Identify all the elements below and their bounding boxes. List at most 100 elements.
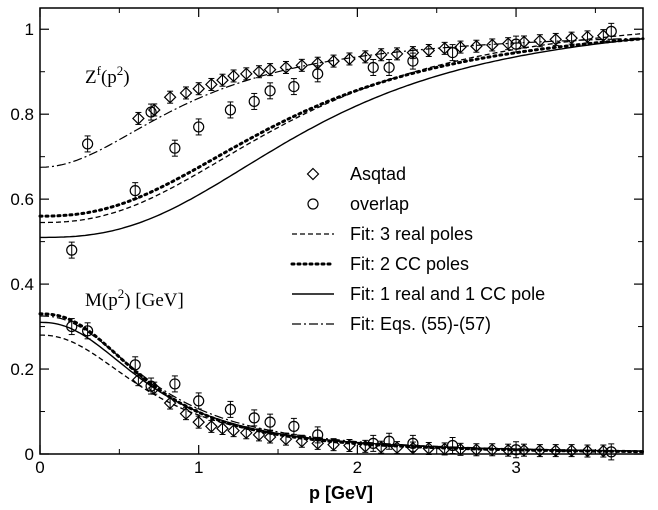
diamond-point — [549, 444, 563, 457]
diamond-point — [581, 30, 594, 44]
circle-point — [129, 185, 141, 197]
circle-point — [169, 142, 181, 154]
y-tick-label: 0 — [25, 445, 34, 464]
circle-point — [248, 95, 260, 108]
circle-point — [605, 446, 617, 458]
circle-point — [407, 437, 419, 449]
diamond-point — [549, 33, 563, 46]
axis-ticks: 0 1 2 3 0 0.2 0.4 0.6 0.8 1 — [10, 8, 643, 477]
diamond-point — [390, 441, 404, 454]
legend-diamond-marker — [306, 167, 320, 181]
circle-point — [510, 444, 522, 456]
fit-curve-dashdot-m — [40, 315, 644, 452]
diamond-point — [517, 35, 531, 49]
annotation-mass: M(p2) [GeV] — [85, 286, 184, 311]
fit-curve-dotted-m — [38, 312, 645, 454]
legend-label: Fit: 2 CC poles — [350, 254, 469, 274]
circle-point — [145, 106, 157, 118]
diamond-point — [533, 444, 547, 457]
diamond-point — [192, 415, 206, 429]
diamond-point — [374, 48, 388, 62]
diamond-point — [192, 82, 206, 96]
diamond-point — [470, 443, 483, 457]
legend-label: Fit: Eqs. (55)-(57) — [350, 314, 491, 334]
diamond-point — [358, 50, 372, 64]
y-tick-label: 0.2 — [10, 360, 34, 379]
diamond-point — [295, 434, 309, 448]
legend-label: Fit: 1 real and 1 CC pole — [350, 284, 545, 304]
fit-curve-dashed-m — [40, 334, 643, 452]
circle-point — [169, 378, 181, 390]
x-tick-label: 1 — [194, 458, 203, 477]
diamond-point — [179, 407, 193, 420]
diamond-point — [239, 426, 253, 440]
circle-point — [129, 359, 141, 371]
x-tick-label: 3 — [511, 458, 520, 477]
diamond-point — [470, 39, 483, 53]
circle-point — [224, 104, 237, 116]
circle-point — [605, 25, 617, 37]
y-tick-label: 0.8 — [10, 105, 34, 124]
diamond-point — [239, 67, 253, 81]
circle-point — [264, 416, 276, 428]
circle-point — [383, 435, 395, 447]
diamond-point — [565, 31, 578, 45]
legend-label: Asqtad — [350, 164, 406, 184]
circle-point — [82, 138, 94, 150]
circle-point — [510, 38, 522, 50]
circle-point — [288, 420, 300, 432]
diamond-point — [295, 58, 309, 72]
legend-circle-marker — [307, 198, 319, 210]
diamond-point — [311, 437, 325, 450]
circle-point — [407, 55, 419, 67]
diamond-point — [227, 424, 240, 437]
circle-point — [383, 61, 395, 74]
fit-curves — [38, 32, 645, 454]
fit-curve-dashdot-z — [39, 37, 644, 168]
circle-point — [312, 68, 324, 80]
diamond-point — [205, 420, 218, 433]
diamond-point — [343, 52, 356, 66]
circle-point — [224, 403, 237, 415]
fit-curve-solid-z — [40, 38, 644, 239]
diamond-point — [485, 443, 499, 457]
circle-point — [145, 380, 157, 392]
diamond-point — [390, 47, 404, 61]
diamond-point — [252, 428, 266, 442]
diamond-point — [343, 439, 356, 452]
diamond-point — [581, 444, 594, 458]
diamond-point — [438, 42, 451, 55]
diamond-point — [422, 442, 436, 455]
diamond-point — [163, 90, 177, 104]
circle-point — [288, 80, 300, 93]
diamond-point — [485, 38, 499, 52]
x-axis-title: p [GeV] — [309, 483, 373, 503]
x-tick-label: 0 — [35, 458, 44, 477]
circle-point — [66, 244, 78, 256]
circle-point — [66, 320, 78, 333]
diamond-point — [422, 44, 436, 57]
diamond-point — [279, 61, 293, 74]
circle-point — [264, 85, 276, 97]
fit-curve-solid-m — [39, 321, 643, 452]
circle-point — [82, 325, 94, 337]
y-tick-label: 0.6 — [10, 190, 34, 209]
diamond-point — [252, 65, 266, 79]
y-tick-label: 1 — [25, 20, 34, 39]
diamond-point — [327, 54, 340, 68]
diamond-point — [205, 78, 218, 91]
annotation-zf: Zf(p2) — [85, 63, 130, 88]
legend-label: overlap — [350, 194, 409, 214]
diamond-point — [216, 422, 229, 435]
circle-point — [446, 46, 459, 59]
diamond-point — [279, 432, 293, 446]
circle-point — [193, 121, 205, 133]
plot-frame — [39, 7, 644, 455]
diamond-point — [263, 430, 277, 444]
diamond-point — [327, 438, 340, 452]
diamond-point — [263, 63, 277, 76]
fit-curve-dotted-z — [38, 37, 645, 218]
diamond-point — [216, 73, 229, 87]
x-tick-label: 2 — [353, 458, 362, 477]
